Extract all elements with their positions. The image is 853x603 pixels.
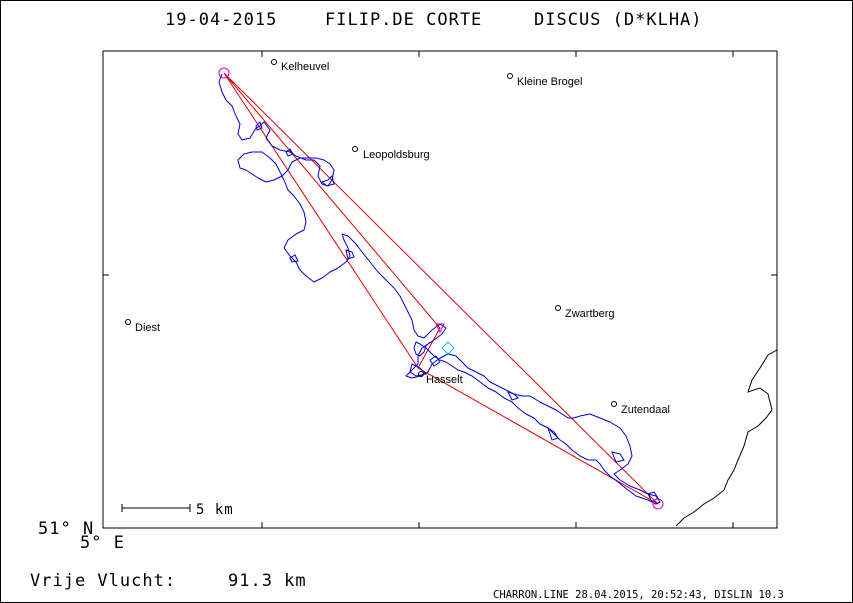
town-diest: Diest [125,319,160,334]
town-label: Zwartberg [565,308,615,320]
town-label: Diest [135,322,160,334]
town-zutendaal: Zutendaal [611,401,670,416]
thermal-circles [255,121,659,503]
town-zwartberg: Zwartberg [555,305,615,320]
town-dot-icon [125,319,131,325]
pilot-name: FILIP.DE CORTE [325,10,482,30]
town-label: Leopoldsburg [363,149,430,161]
town-dot-icon [271,59,277,65]
town-dot-icon [418,371,424,377]
town-dot-icon [507,73,513,79]
town-leopoldsburg: Leopoldsburg [352,146,430,161]
town-dot-icon [352,146,358,152]
glider-name: DISCUS (D*KLHA) [534,10,703,30]
start-turnpoint-marker [218,67,230,79]
free-flight-label: Vrije Vlucht: [30,571,176,591]
town-kleine-brogel: Kleine Brogel [507,73,582,88]
task-route [223,72,659,505]
town-label: Kelheuvel [281,61,329,73]
free-flight-distance: 91.3 km [228,571,307,591]
map-frame [102,50,778,529]
flight-track [218,73,661,505]
longitude-label: 5° E [80,533,125,553]
map-area: Kelheuvel Kleine Brogel Leopoldsburg Die… [102,50,778,529]
town-dot-icon [611,401,617,407]
flight-date: 19-04-2015 [165,10,277,30]
turnpoint-marker [652,498,664,510]
country-border [675,349,778,527]
town-kelheuvel: Kelheuvel [271,59,329,73]
map-ticks [103,51,777,528]
latitude-label: 51° N [38,519,94,539]
town-label: Hasselt [426,374,463,386]
release-marker [441,341,455,355]
town-hasselt: Hasselt [418,371,463,386]
town-dot-icon [555,305,561,311]
town-label: Kleine Brogel [517,76,582,88]
scale-bar-label: 5 km [196,502,234,518]
town-label: Zutendaal [621,404,670,416]
scale-bar: 5 km [121,502,234,518]
finish-marker [435,323,445,334]
footer-info: CHARRON.LINE 28.04.2015, 20:52:43, DISLI… [493,589,784,601]
